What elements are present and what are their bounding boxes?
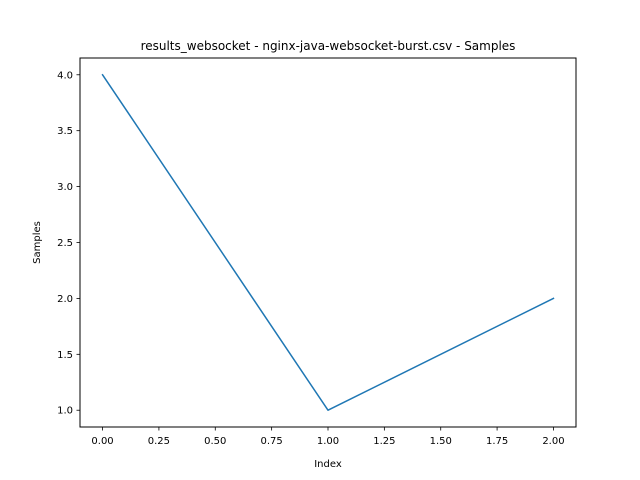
y-tick-label: 2.5: [57, 238, 73, 249]
axis-ticks: 0.00 0.25 0.50 0.75 1.00 1.25 1.50 1.75 2.00 1.0 1…: [57, 70, 564, 447]
x-tick-label: 0.00: [91, 436, 113, 447]
x-tick-label: 1.00: [317, 436, 339, 447]
y-tick-label: 4.0: [57, 70, 73, 81]
x-tick-label: 0.50: [204, 436, 226, 447]
x-tick-label: 2.00: [542, 436, 564, 447]
y-tick-label: 3.0: [57, 182, 73, 193]
y-axis-label: Samples: [32, 221, 43, 264]
y-tick-label: 1.0: [57, 406, 73, 417]
x-tick-label: 1.25: [373, 436, 395, 447]
y-tick-label: 3.5: [57, 126, 73, 137]
chart-title: results_websocket - nginx-java-websocket…: [141, 39, 516, 53]
y-tick-label: 1.5: [57, 350, 73, 361]
axes-frame: [79, 57, 577, 428]
y-tick-label: 2.0: [57, 294, 73, 305]
x-axis-label: Index: [314, 459, 342, 470]
plot-area: [101, 73, 555, 411]
x-tick-label: 1.75: [486, 436, 508, 447]
x-tick-label: 1.50: [430, 436, 452, 447]
x-tick-label: 0.25: [148, 436, 170, 447]
x-tick-label: 0.75: [261, 436, 283, 447]
